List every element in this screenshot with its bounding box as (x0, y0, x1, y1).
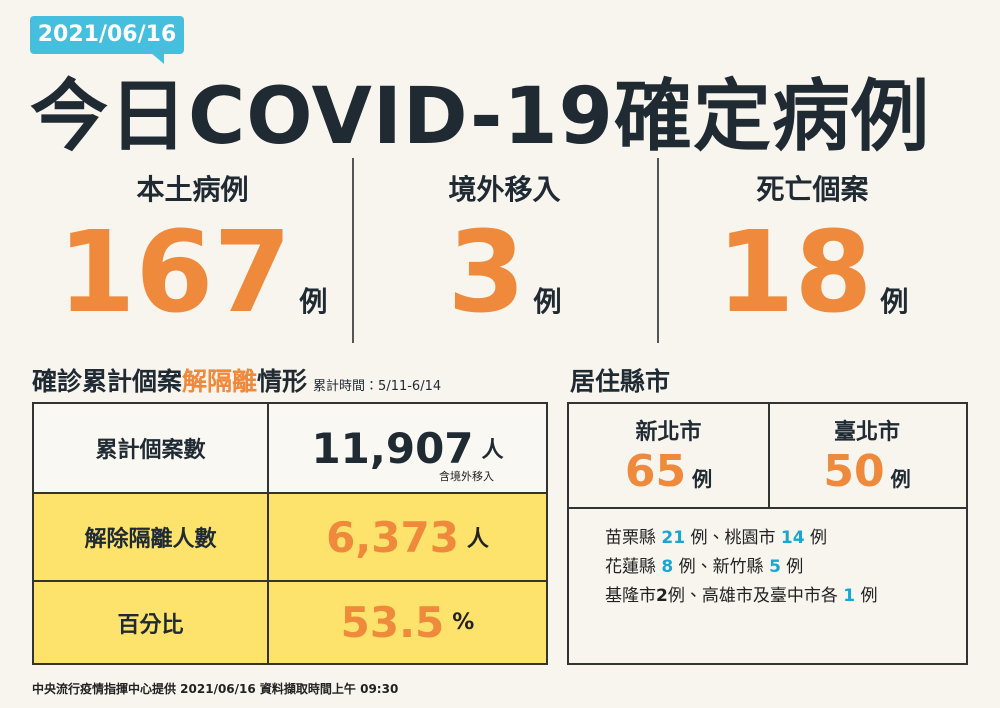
badge-tail (150, 52, 164, 64)
stat-value: 167 (57, 208, 292, 338)
count: 14 (780, 528, 805, 548)
row-value: 6,373 (326, 512, 459, 562)
other-line: 花蓮縣 8 例、新竹縣 5 例 (605, 553, 878, 582)
title: 今日COVID-19確定病例 (30, 72, 930, 162)
table-row: 解除隔離人數 6,373 人 (34, 492, 546, 580)
row-unit: 人 (466, 527, 489, 552)
count: 21 (661, 528, 686, 548)
stat-value: 18 (716, 208, 873, 338)
date-badge: 2021/06/16 (30, 16, 184, 54)
city-unit: 例 (692, 467, 713, 491)
count: 8 (661, 557, 674, 577)
stat-label: 死亡個案 (756, 173, 869, 206)
city-unit: 例 (890, 467, 911, 491)
text: 基隆市 (605, 586, 656, 606)
stat-label: 境外移入 (448, 173, 561, 206)
city-value: 65 (624, 446, 687, 497)
count: 5 (769, 557, 781, 577)
residence-box: 新北市 65 例 臺北市 50 例 苗栗縣 21 例、桃園市 14 例花蓮縣 8 例… (567, 402, 968, 665)
section-title: 居住縣市 (570, 367, 671, 396)
row-value-cell: 11,907 人含境外移入 (269, 404, 546, 492)
title-part: 情形 (257, 367, 308, 396)
row-value: 53.5 (340, 598, 445, 647)
stat-value: 3 (447, 208, 526, 338)
row-label: 解除隔離人數 (34, 494, 269, 580)
stat-unit: 例 (533, 285, 562, 318)
count: 2 (656, 586, 668, 606)
other-line: 苗栗縣 21 例、桃園市 14 例 (605, 524, 878, 553)
count: 1 (843, 586, 856, 606)
title-part: 確診累計個案 (32, 367, 183, 396)
text: 苗栗縣 (605, 528, 662, 548)
text: 例、高雄市及臺中市各 (667, 586, 844, 606)
row-note: 含境外移入 (439, 470, 494, 483)
other-line: 基隆市2例、高雄市及臺中市各 1 例 (605, 582, 878, 611)
row-label: 累計個案數 (34, 404, 269, 492)
stat-label: 本土病例 (136, 173, 249, 206)
stat-unit: 例 (880, 285, 909, 318)
table-row: 累計個案數 11,907 人含境外移入 (34, 404, 546, 492)
table-row: 百分比 53.5% (34, 580, 546, 663)
city: 新北市 65 例 (569, 404, 770, 509)
row-value-cell: 6,373 人 (269, 494, 546, 580)
row-unit: % (452, 610, 475, 635)
row-value: 11,907 (311, 423, 474, 473)
separator (352, 158, 354, 343)
text: 例、新竹縣 (673, 557, 770, 577)
title-highlight: 解隔離 (182, 367, 258, 396)
text: 例、桃園市 (685, 528, 781, 548)
stat-unit: 例 (299, 285, 328, 318)
section-title: 確診累計個案解隔離情形 累計時間：5/11-6/14 (32, 362, 441, 398)
text: 花蓮縣 (605, 557, 662, 577)
table: 累計個案數 11,907 人含境外移入 解除隔離人數 6,373 人 百分比 53.… (32, 402, 548, 665)
text: 例 (855, 586, 878, 606)
row-unit: 人 (481, 438, 504, 463)
footer: 中央流行疫情指揮中心提供 2021/06/16 資料擷取時間上午 09:30 (32, 682, 399, 696)
separator (657, 158, 659, 343)
stat: 本土病例 167 例 (40, 160, 345, 340)
other-cities: 苗栗縣 21 例、桃園市 14 例花蓮縣 8 例、新竹縣 5 例基隆市2例、高雄… (605, 524, 878, 611)
city-value: 50 (823, 446, 885, 497)
city: 臺北市 50 例 (768, 404, 966, 509)
city-name: 新北市 (635, 420, 702, 445)
row-label: 百分比 (34, 582, 269, 663)
note: 累計時間：5/11-6/14 (313, 379, 442, 394)
text: 例 (804, 528, 827, 548)
city-name: 臺北市 (833, 420, 900, 445)
text: 例 (780, 557, 804, 577)
row-value-cell: 53.5% (269, 582, 546, 663)
stat: 死亡個案 18 例 (660, 160, 965, 340)
